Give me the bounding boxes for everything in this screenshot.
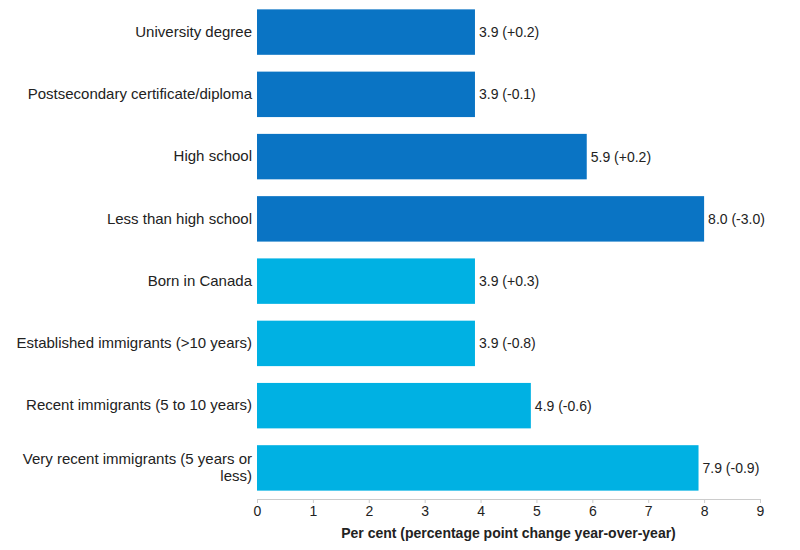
bar [257, 196, 704, 241]
bars [257, 9, 704, 490]
category-tick: Established immigrants (>10 years) [16, 334, 257, 351]
tick-label: 7 [645, 503, 653, 519]
bar [257, 72, 475, 117]
data-label: 3.9 (+0.3) [479, 273, 539, 289]
category-tick: University degree [135, 23, 257, 40]
chart: 3.9 (+0.2) 3.9 (-0.1) 5.9 (+0.2) 8.0 (-3.0)… [0, 0, 800, 550]
tick-label: 9 [757, 503, 765, 519]
data-labels: 3.9 (+0.2) 3.9 (-0.1) 5.9 (+0.2) 8.0 (-3.0)… [479, 24, 765, 476]
x-axis: 0 1 2 3 4 5 6 7 8 9 [254, 499, 765, 519]
category-label-line: Established immigrants (>10 years) [16, 334, 252, 351]
category-tick: Born in Canada [148, 272, 257, 289]
tick: 8 [701, 499, 709, 519]
category-label-line: less) [220, 467, 252, 484]
category-tick: Less than high school [107, 210, 257, 227]
data-label: 3.9 (-0.8) [479, 335, 536, 351]
category-label: Less than high school [107, 210, 252, 227]
x-axis-title: Per cent (percentage point change year-o… [341, 525, 676, 541]
category-label: Established immigrants (>10 years) [16, 334, 252, 351]
category-label: High school [174, 147, 252, 164]
category-label: Born in Canada [148, 272, 253, 289]
tick: 0 [254, 499, 262, 519]
data-label: 5.9 (+0.2) [591, 149, 651, 165]
bar [257, 9, 475, 54]
category-label-line: Less than high school [107, 210, 252, 227]
data-label: 7.9 (-0.9) [703, 460, 760, 476]
category-label-line: Postsecondary certificate/diploma [28, 85, 253, 102]
category-label-line: Born in Canada [148, 272, 253, 289]
y-axis: University degree Postsecondary certifica… [16, 23, 257, 484]
tick: 4 [477, 499, 485, 519]
category-label-line: High school [174, 147, 252, 164]
tick: 9 [757, 499, 765, 519]
category-label: Very recent immigrants (5 years orless) [23, 450, 252, 484]
tick-label: 0 [254, 503, 262, 519]
category-tick: High school [174, 147, 257, 164]
bar [257, 383, 531, 428]
tick: 1 [309, 499, 317, 519]
tick: 5 [533, 499, 541, 519]
axis-line [258, 500, 761, 504]
category-tick: Recent immigrants (5 to 10 years) [26, 396, 257, 413]
category-label-line: Recent immigrants (5 to 10 years) [26, 396, 252, 413]
tick-label: 6 [589, 503, 597, 519]
data-label: 3.9 (+0.2) [479, 24, 539, 40]
tick: 6 [589, 499, 597, 519]
plot: 3.9 (+0.2) 3.9 (-0.1) 5.9 (+0.2) 8.0 (-3.0)… [16, 9, 764, 519]
tick-label: 5 [533, 503, 541, 519]
tick-label: 3 [421, 503, 429, 519]
tick: 3 [421, 499, 429, 519]
category-label-line: University degree [135, 23, 252, 40]
category-label: Recent immigrants (5 to 10 years) [26, 396, 252, 413]
bar [257, 321, 475, 366]
data-label: 3.9 (-0.1) [479, 86, 536, 102]
tick-label: 2 [365, 503, 373, 519]
bar [257, 445, 699, 490]
tick: 7 [645, 499, 653, 519]
category-tick: Very recent immigrants (5 years orless) [23, 450, 257, 484]
data-label: 4.9 (-0.6) [535, 398, 592, 414]
bar [257, 134, 587, 179]
category-tick: Postsecondary certificate/diploma [28, 85, 257, 102]
tick-label: 1 [309, 503, 317, 519]
category-label: Postsecondary certificate/diploma [28, 85, 253, 102]
tick-label: 8 [701, 503, 709, 519]
bar [257, 258, 475, 303]
tick-label: 4 [477, 503, 485, 519]
category-label: University degree [135, 23, 252, 40]
data-label: 8.0 (-3.0) [708, 211, 765, 227]
category-label-line: Very recent immigrants (5 years or [23, 450, 252, 467]
tick: 2 [365, 499, 373, 519]
